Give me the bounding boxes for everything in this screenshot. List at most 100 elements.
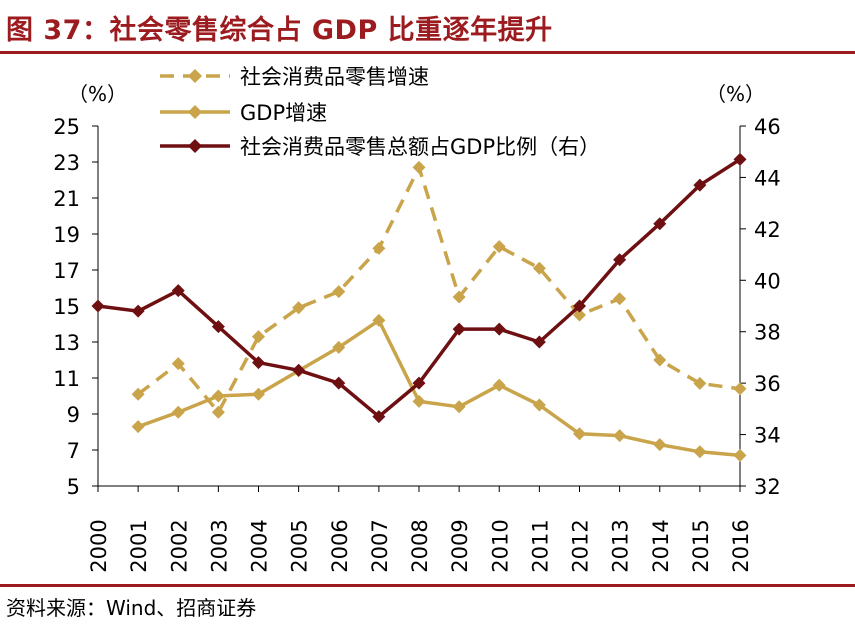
- legend-marker-2: [188, 105, 202, 119]
- title-rule: [0, 51, 855, 54]
- series-3-point: [91, 299, 105, 313]
- right-axis-tick-label: 34: [754, 424, 781, 448]
- x-axis-tick-label: 2005: [288, 519, 312, 572]
- x-axis-tick-label: 2014: [649, 519, 673, 572]
- x-axis-tick-label: 2015: [689, 519, 713, 572]
- x-axis-tick-label: 2011: [528, 519, 552, 572]
- right-axis-tick-label: 36: [754, 372, 781, 396]
- series-3-point: [573, 299, 586, 313]
- series-1-point: [372, 241, 386, 255]
- left-axis-tick-label: 5: [67, 475, 80, 499]
- legend-marker-3: [188, 139, 202, 153]
- left-axis-tick-label: 15: [53, 295, 80, 319]
- legend-label-2: GDP增速: [240, 101, 327, 125]
- right-axis-tick-label: 32: [754, 475, 781, 499]
- x-axis-tick-label: 2001: [127, 519, 151, 572]
- series-1-point: [171, 357, 185, 371]
- series-2-point: [252, 387, 265, 401]
- right-axis-tick-label: 44: [754, 166, 781, 190]
- right-axis-tick-label: 38: [754, 321, 781, 345]
- series-3-point: [412, 376, 426, 390]
- series-3-point: [131, 304, 145, 318]
- series-3-point: [452, 322, 466, 336]
- series-1-point: [452, 290, 466, 304]
- left-axis-tick-label: 9: [67, 403, 80, 427]
- series-line-2: [137, 318, 741, 458]
- right-axis-tick-label: 40: [754, 269, 781, 293]
- series-1-point: [613, 292, 627, 306]
- series-3-point: [332, 376, 346, 390]
- series-3-point: [613, 253, 627, 267]
- series-2-point: [332, 340, 346, 354]
- right-axis-tick-label: 46: [754, 115, 781, 139]
- left-axis-tick-label: 17: [53, 259, 80, 283]
- series-2-point: [733, 448, 747, 462]
- x-axis-tick-label: 2002: [167, 519, 191, 572]
- series-2-point: [372, 313, 386, 327]
- series-2-point: [693, 445, 707, 459]
- series-2-point: [452, 400, 466, 414]
- right-axis-unit: （%）: [706, 82, 765, 106]
- left-axis-tick-label: 13: [53, 331, 80, 355]
- series-line-1: [137, 165, 741, 414]
- series-3-point: [372, 410, 386, 424]
- series-2-point: [492, 378, 506, 392]
- left-axis-tick-label: 23: [53, 151, 80, 175]
- series-1-point: [693, 376, 707, 390]
- series-2-point: [653, 438, 667, 452]
- left-axis-tick-label: 7: [67, 439, 80, 463]
- series-1-point: [131, 387, 145, 401]
- series-1-point: [211, 405, 225, 419]
- series-2-point: [211, 389, 225, 403]
- series-3-point: [211, 320, 225, 334]
- series-2-point: [532, 398, 546, 412]
- legend-label-3: 社会消费品零售总额占GDP比例（右）: [240, 135, 600, 159]
- series-1-point: [492, 240, 506, 254]
- series-1-point: [252, 330, 265, 344]
- x-axis-tick-label: 2016: [729, 519, 753, 572]
- series-1-point: [653, 353, 667, 367]
- series-2-point: [412, 394, 426, 408]
- series-3-point: [292, 363, 306, 377]
- series-2-point: [131, 420, 145, 434]
- right-axis-tick-label: 42: [754, 218, 781, 242]
- figure-title: 图 37：社会零售综合占 GDP 比重逐年提升: [6, 15, 553, 46]
- series-1-point: [573, 308, 586, 322]
- legend-label-1: 社会消费品零售增速: [240, 65, 429, 89]
- series-1-point: [292, 301, 306, 315]
- series-3-point: [693, 178, 707, 192]
- left-axis-tick-label: 21: [53, 187, 80, 211]
- series-3-point: [171, 284, 185, 298]
- series-2-point: [573, 427, 586, 441]
- source-note: 资料来源：Wind、招商证券: [6, 596, 257, 620]
- x-axis-tick-label: 2013: [609, 519, 633, 572]
- series-1-point: [332, 285, 346, 299]
- series-3-point: [492, 322, 506, 336]
- x-axis-tick-label: 2012: [569, 519, 593, 572]
- series-2-point: [613, 429, 627, 443]
- left-axis-unit: （%）: [68, 82, 127, 106]
- series-3-point: [733, 152, 747, 166]
- x-axis-tick-label: 2007: [368, 519, 392, 572]
- x-axis-tick-label: 2003: [207, 519, 231, 572]
- series-2-point: [171, 405, 185, 419]
- left-axis-tick-label: 25: [53, 115, 80, 139]
- series-3-point: [252, 356, 265, 370]
- chart-axes: 5 7 9 11 13 15 17 19 21 23 25 32 34 36 38 40 42 44 46 （%） （%…: [53, 82, 780, 573]
- left-axis-tick-label: 11: [53, 367, 80, 391]
- series-1-point: [733, 382, 747, 396]
- chart-series: [91, 152, 747, 462]
- series-3-point: [532, 335, 546, 349]
- x-axis-tick-label: 2006: [328, 519, 352, 572]
- x-axis-tick-label: 2008: [408, 519, 432, 572]
- series-1-point: [532, 261, 546, 275]
- x-axis-tick-label: 2000: [87, 519, 111, 572]
- left-axis-tick-label: 19: [53, 223, 80, 247]
- legend-marker-1: [188, 69, 202, 83]
- x-axis-tick-label: 2009: [448, 519, 472, 572]
- source-rule: [0, 584, 855, 587]
- series-3-point: [653, 217, 667, 231]
- series-1-point: [412, 160, 426, 174]
